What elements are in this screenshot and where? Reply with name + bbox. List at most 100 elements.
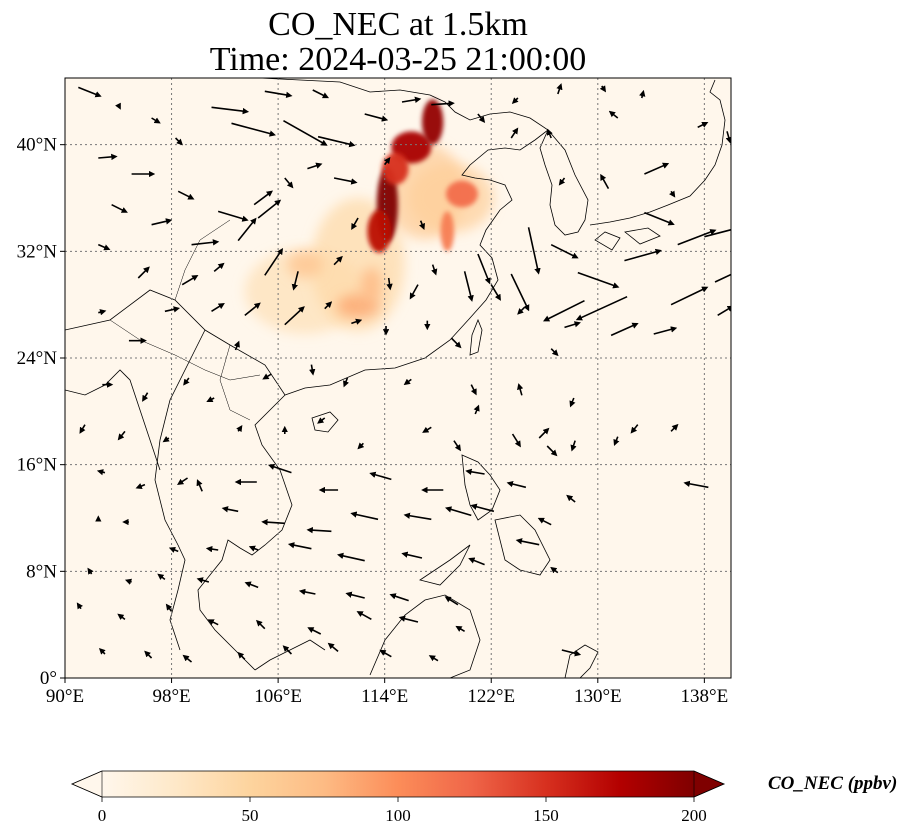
colorbar-ticks: 0 50 100 150 200 — [98, 797, 707, 825]
wind-arrow — [115, 102, 121, 110]
wind-arrow — [124, 578, 133, 585]
wind-arrow — [164, 306, 180, 313]
wind-arrow — [669, 190, 676, 198]
lon-tick-label: 106°E — [254, 686, 302, 707]
wind-arrow — [624, 248, 662, 262]
wind-arrow — [356, 611, 372, 621]
wind-arrow — [78, 86, 102, 98]
wind-arrow — [517, 383, 524, 396]
wind-arrow — [351, 318, 363, 325]
wind-arrow — [517, 306, 526, 315]
axis-ticks: 90°E 98°E 106°E 114°E 122°E 130°E 138°E 0° 8°N 16… — [17, 135, 729, 707]
wind-arrow — [312, 89, 330, 99]
wind-arrow — [177, 190, 195, 200]
wind-arrow — [183, 377, 190, 386]
wind-arrow — [537, 517, 552, 526]
wind-arrow — [386, 277, 393, 291]
wind-arrow — [697, 121, 709, 129]
wind-arrow — [291, 271, 299, 291]
wind-arrow — [431, 100, 455, 107]
wind-arrow — [307, 627, 322, 635]
wind-arrow — [211, 302, 225, 313]
wind-arrow — [287, 542, 312, 550]
wind-arrow — [298, 588, 316, 596]
wind-arrow — [577, 271, 620, 289]
wind-arrow — [196, 577, 210, 584]
wind-arrow — [445, 506, 472, 517]
wind-arrow — [364, 113, 389, 122]
wind-arrow — [470, 503, 495, 513]
wind-arrow — [264, 248, 284, 276]
wind-arrow — [569, 397, 576, 408]
colorbar-tick-label: 200 — [681, 806, 707, 825]
wind-arrow — [384, 157, 391, 166]
wind-arrow — [142, 392, 149, 402]
wind-arrow — [561, 649, 582, 657]
wind-arrow — [608, 110, 619, 119]
lat-tick-label: 40°N — [17, 135, 58, 156]
wind-arrow — [550, 566, 559, 574]
wind-arrow — [87, 567, 94, 575]
wind-arrow — [465, 468, 485, 475]
colorbar-tick-label: 50 — [242, 806, 259, 825]
wind-arrow — [257, 199, 282, 219]
wind-arrow — [333, 177, 358, 185]
lat-tick-label: 32°N — [17, 241, 58, 262]
wind-arrow — [515, 538, 540, 546]
map-frame — [64, 77, 732, 679]
lat-tick-label: 16°N — [17, 455, 58, 476]
co-plume — [382, 152, 409, 185]
wind-arrow — [444, 596, 459, 606]
wind-arrow — [403, 512, 432, 521]
wind-arrow — [236, 425, 243, 433]
wind-arrow — [546, 445, 558, 457]
wind-arrow — [151, 117, 161, 124]
wind-arrow — [182, 654, 193, 663]
wind-arrow — [79, 424, 86, 434]
wind-arrow — [570, 440, 577, 452]
wind-arrow — [704, 228, 731, 238]
wind-arrow — [345, 591, 365, 599]
wind-arrow — [165, 603, 173, 612]
wind-arrow — [211, 106, 250, 115]
wind-arrow — [253, 190, 273, 206]
wind-arrow — [221, 506, 239, 513]
wind-arrow — [717, 305, 731, 317]
wind-arrow — [431, 264, 438, 276]
co-plume — [287, 251, 323, 278]
wind-arrow — [117, 430, 126, 441]
wind-arrow — [248, 545, 259, 552]
wind-arrow — [268, 463, 292, 474]
wind-arrow — [309, 364, 316, 376]
wind-arrow — [401, 96, 422, 103]
colorbar-tick-label: 150 — [533, 806, 559, 825]
wind-arrow — [111, 203, 128, 213]
wind-arrow — [379, 649, 392, 658]
wind-arrow — [644, 162, 670, 175]
wind-arrow — [213, 262, 225, 272]
wind-arrow — [137, 266, 150, 279]
lon-tick-label: 130°E — [574, 686, 622, 707]
wind-vectors — [76, 83, 731, 663]
wind-arrow — [725, 131, 731, 144]
wind-arrow — [468, 557, 485, 566]
graticule — [65, 78, 731, 678]
wind-arrow — [97, 243, 111, 251]
wind-arrow — [117, 613, 126, 620]
wind-arrow — [653, 326, 678, 335]
lat-tick-label: 24°N — [17, 348, 58, 369]
wind-arrow — [575, 295, 628, 321]
colorbar-tick-label: 100 — [385, 806, 411, 825]
wind-arrow — [76, 602, 83, 610]
wind-arrow — [284, 306, 305, 326]
colorbar-gradient — [102, 771, 694, 797]
map-title: CO_NEC at 1.5km — [268, 6, 528, 43]
wind-arrow — [401, 551, 423, 559]
wind-arrow — [566, 494, 576, 503]
co-plume — [360, 267, 383, 302]
wind-arrow — [237, 651, 246, 660]
wind-arrow — [317, 417, 326, 424]
wind-arrow — [205, 545, 219, 553]
wind-arrow — [546, 128, 553, 139]
